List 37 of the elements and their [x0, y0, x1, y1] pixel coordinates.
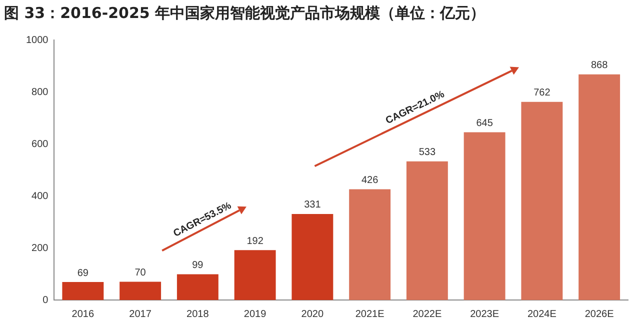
x-tick-label: 2023E: [470, 308, 500, 320]
x-tick-label: 2017: [129, 308, 152, 320]
x-tick-label: 2016: [72, 308, 94, 320]
x-tick-label: 2021E: [355, 308, 385, 320]
bar: [464, 132, 506, 300]
data-label: 70: [134, 268, 146, 279]
y-tick-label: 800: [32, 86, 49, 98]
data-label: 868: [590, 60, 608, 72]
x-tick-label: 2022E: [412, 308, 442, 320]
bar: [62, 282, 104, 300]
x-tick-label: 2019: [244, 308, 267, 320]
y-tick-label: 600: [32, 138, 49, 150]
chart-title: 图 33：2016-2025 年中国家用智能视觉产品市场规模（单位：亿元）: [4, 4, 486, 23]
x-tick-label: 2020: [301, 308, 324, 320]
data-label: 69: [77, 268, 89, 279]
y-tick-label: 200: [32, 242, 49, 254]
data-label: 762: [534, 88, 551, 99]
data-label: 192: [246, 236, 264, 247]
data-label: 331: [304, 200, 322, 211]
data-label: 99: [192, 260, 204, 272]
x-tick-label: 2018: [186, 308, 210, 320]
bar: [406, 161, 448, 300]
y-tick-label: 1000: [26, 34, 49, 46]
bar: [521, 102, 563, 300]
data-label: 533: [418, 147, 436, 158]
bar: [292, 214, 334, 300]
data-label: 426: [361, 174, 379, 186]
bar: [578, 74, 620, 300]
y-tick-label: 400: [32, 190, 49, 202]
bar: [234, 250, 276, 300]
bar: [120, 282, 162, 300]
bar: [349, 189, 391, 300]
bar: [176, 274, 218, 300]
x-tick-label: 2026E: [584, 308, 614, 320]
x-tick-label: 2024E: [527, 308, 557, 320]
data-label: 645: [476, 118, 494, 130]
y-tick-label: 0: [42, 294, 49, 306]
